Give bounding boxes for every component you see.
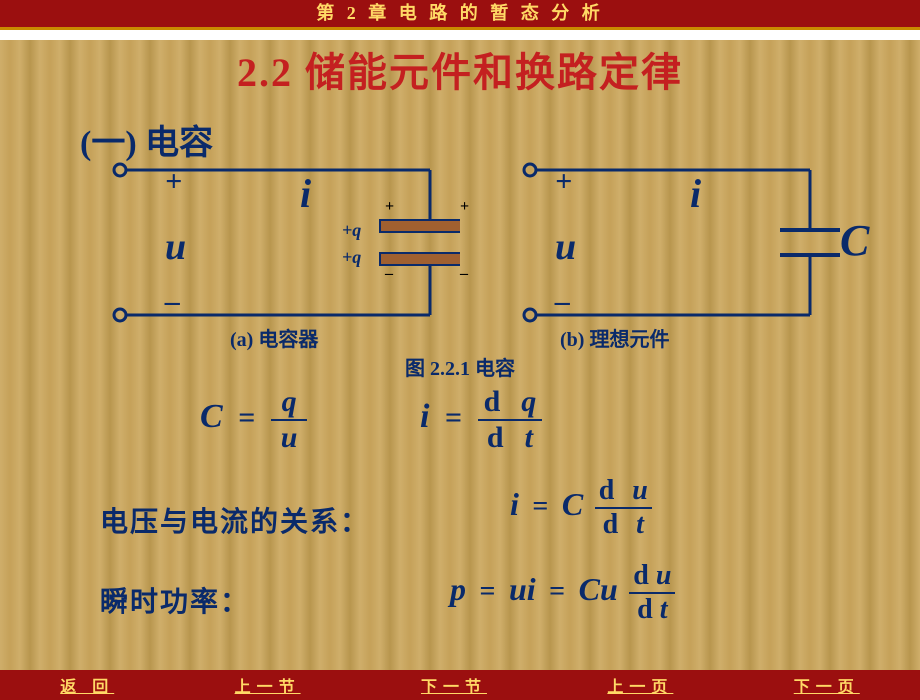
eq-u3: u <box>656 560 672 591</box>
circuit-b-plus: + <box>555 165 572 199</box>
chapter-header-bar: 第 2 章 电 路 的 暂 态 分 析 <box>0 0 920 30</box>
eq-u2: u <box>632 475 648 506</box>
circuit-a-plate-plus-right: + <box>460 198 469 216</box>
nav-prev-page[interactable]: 上一页 <box>607 673 673 697</box>
circuit-b-i: i <box>690 170 701 217</box>
eq-d4: d <box>603 509 619 540</box>
circuit-b-minus: – <box>555 285 570 319</box>
circuit-b-C: C <box>840 215 869 266</box>
figure-caption: 图 2.2.1 电容 <box>0 352 920 381</box>
eq-d6: d <box>637 594 653 625</box>
circuit-a-q-bot: +q <box>342 247 361 268</box>
eq-d2: d <box>487 421 504 454</box>
eq-i3: i <box>510 486 519 522</box>
eq-q: q <box>271 385 308 421</box>
eq-C2: C <box>562 486 583 522</box>
circuit-a-plate-minus-left: – <box>385 265 393 283</box>
eq-equals-3: = <box>532 491 548 522</box>
circuit-a-i: i <box>300 170 311 217</box>
circuit-b-u: u <box>555 225 576 269</box>
slide-body: 2.2 储能元件和换路定律 (一) 电容 + i u – +q +q + + –… <box>0 40 920 670</box>
main-title-text: 2.2 储能元件和换路定律 <box>237 50 683 95</box>
nav-next-page[interactable]: 下一页 <box>794 673 860 697</box>
eq-u: u <box>271 421 308 455</box>
caption-b: (b) 理想元件 <box>560 323 669 352</box>
eq-C-qu: C = q u <box>200 385 380 455</box>
circuit-a-minus: – <box>165 285 180 319</box>
nav-prev-section[interactable]: 上一节 <box>235 673 301 697</box>
circuit-a-plate-minus-right: – <box>460 265 468 283</box>
eq-ui: ui <box>509 571 536 607</box>
caption-a: (a) 电容器 <box>230 323 318 352</box>
relation-label: 电压与电流的关系： <box>100 500 370 540</box>
eq-equals: = <box>238 401 255 434</box>
page-title: 2.2 储能元件和换路定律 <box>0 40 920 98</box>
power-label: 瞬时功率： <box>100 580 250 620</box>
eq-equals-4: = <box>480 576 496 607</box>
eq-d3: d <box>599 475 615 506</box>
circuit-b-diagram <box>490 145 870 345</box>
circuit-a-q-top: +q <box>342 220 361 241</box>
circuit-a-plate-plus-left: + <box>385 198 394 216</box>
eq-i2: i <box>420 398 429 435</box>
eq-d1: d <box>484 385 501 418</box>
nav-bar: 返 回 上一节 下一节 上一页 下一页 <box>0 670 920 700</box>
eq-t2: t <box>636 509 644 540</box>
eq-q2: q <box>521 385 536 418</box>
eq-Cu: Cu <box>579 571 618 607</box>
eq-power: p = ui = Cu d u d t <box>450 560 675 626</box>
circuit-a-diagram <box>80 145 460 345</box>
eq-equals-2: = <box>445 401 462 434</box>
chapter-title: 第 2 章 电 路 的 暂 态 分 析 <box>316 3 604 23</box>
circuit-a-u: u <box>165 225 186 269</box>
nav-next-section[interactable]: 下一节 <box>421 673 487 697</box>
eq-equals-5: = <box>549 576 565 607</box>
nav-back[interactable]: 返 回 <box>60 673 114 697</box>
eq-t: t <box>525 421 533 454</box>
eq-C: C <box>200 398 223 435</box>
eq-i-dqdt: i = d q d t <box>420 385 640 455</box>
eq-i-Cdudt: i = C d u d t <box>510 475 652 541</box>
circuit-a-plus: + <box>165 165 182 199</box>
eq-p: p <box>450 571 466 607</box>
eq-d5: d <box>633 560 649 591</box>
eq-t3: t <box>660 594 668 625</box>
